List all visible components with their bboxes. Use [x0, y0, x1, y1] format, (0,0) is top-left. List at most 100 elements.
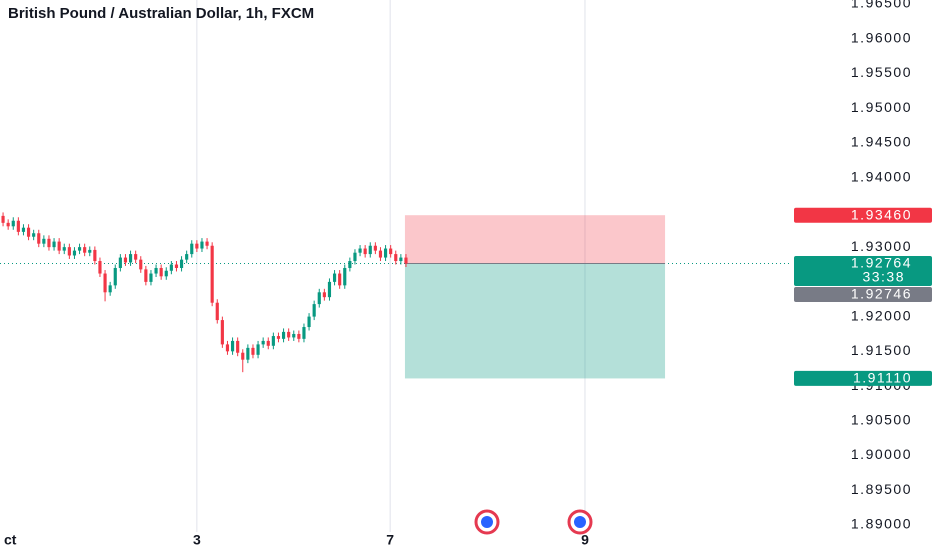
stop-zone — [404, 215, 666, 264]
candle-body — [302, 327, 306, 339]
price-label-bg — [794, 370, 932, 386]
candle-body — [123, 257, 128, 263]
candle-body — [338, 273, 342, 286]
candle-body — [383, 248, 388, 258]
price-label: 1.92764 — [851, 255, 912, 271]
candle-body — [358, 248, 362, 253]
candle-body — [185, 254, 189, 260]
countdown: 33:38 — [862, 269, 905, 285]
candle-body — [307, 316, 311, 328]
candle-body — [378, 250, 383, 258]
candle-body — [348, 261, 352, 268]
price-label: 1.92746 — [851, 286, 912, 302]
candle-body — [154, 267, 158, 274]
event-icons[interactable] — [474, 509, 593, 535]
axes: ct 3 7 9 1.96500 1.96000 1.95500 1.95000 1.94500… — [4, 0, 932, 548]
candle-body — [139, 259, 143, 270]
candle-body — [83, 247, 87, 253]
candle-body — [363, 248, 367, 255]
y-tick-label: 1.90000 — [851, 446, 912, 462]
candle-body — [32, 233, 36, 237]
candle-body — [190, 243, 194, 255]
candle-body — [149, 273, 153, 282]
candle-body — [312, 304, 316, 317]
candle-body — [343, 267, 347, 286]
candle-body — [1, 215, 5, 223]
y-tick-label: 1.96000 — [851, 29, 912, 45]
candle-body — [88, 249, 92, 253]
candle-body — [144, 269, 148, 282]
candle-body — [322, 292, 326, 298]
y-tick-label: 1.89500 — [851, 481, 912, 497]
candles — [1, 212, 408, 373]
candle-body — [113, 267, 117, 286]
candle-body — [11, 220, 15, 227]
price-label: 1.93460 — [851, 206, 912, 222]
y-tick-label: 1.94500 — [851, 134, 912, 150]
candle-body — [246, 347, 250, 360]
candle-body — [327, 281, 332, 298]
candle-body — [287, 331, 291, 338]
candle-body — [281, 331, 286, 339]
y-tick-label: 1.94000 — [851, 168, 912, 184]
candle-body — [72, 250, 77, 256]
y-tick-label: 1.95000 — [851, 99, 912, 115]
target-zone — [404, 263, 666, 379]
candle-body — [108, 285, 112, 293]
candle-body — [42, 238, 46, 244]
candle-body — [21, 227, 26, 232]
candle-body — [77, 247, 82, 251]
candle-body — [225, 344, 230, 352]
candle-body — [67, 247, 71, 256]
candle-body — [57, 241, 61, 251]
candle-body — [16, 220, 20, 232]
candle-body — [230, 340, 235, 352]
candle-body — [52, 241, 56, 248]
candle-body — [368, 245, 372, 255]
y-tick-label: 1.95500 — [851, 64, 912, 80]
event-icon-flag — [574, 516, 586, 528]
price-label: 1.91110 — [853, 370, 912, 386]
candle-body — [399, 257, 403, 262]
x-tick-label: 9 — [581, 532, 589, 548]
candle-body — [128, 254, 133, 263]
candle-body — [297, 333, 301, 339]
candle-body — [256, 344, 260, 355]
candle-body — [317, 292, 321, 305]
candle-body — [62, 247, 66, 251]
candle-body — [251, 347, 255, 355]
candle-body — [47, 238, 51, 248]
y-tick-label: 1.89000 — [851, 516, 912, 532]
chart-title: British Pound / Australian Dollar, 1h, F… — [8, 5, 314, 22]
candle-body — [210, 245, 214, 303]
candle-body — [26, 227, 31, 237]
candle-body — [276, 336, 281, 339]
candle-body — [37, 233, 41, 244]
candle-body — [195, 243, 199, 249]
y-tick-label: 1.91500 — [851, 342, 912, 358]
position-tool[interactable] — [404, 215, 666, 379]
candle-body — [205, 241, 209, 246]
candle-body — [6, 222, 10, 227]
x-tick-label: 3 — [193, 532, 201, 548]
candle-body — [220, 320, 224, 345]
y-tick-label: 1.93000 — [851, 238, 912, 254]
x-tick-label: ct — [4, 532, 17, 548]
event-icon-flag — [481, 516, 493, 528]
candle-body — [118, 257, 122, 268]
candle-body — [271, 336, 275, 346]
candle-body — [332, 273, 337, 282]
candle-body — [164, 270, 168, 277]
y-tick-label: 1.90500 — [851, 412, 912, 428]
candle-body — [179, 259, 184, 268]
candle-body — [389, 248, 393, 255]
candle-body — [159, 267, 163, 277]
y-tick-label: 1.92000 — [851, 307, 912, 323]
candle-body — [169, 264, 173, 271]
candle-body — [200, 241, 204, 249]
candle-body — [394, 254, 398, 262]
candle-body — [98, 261, 102, 274]
candle-body — [134, 254, 138, 260]
